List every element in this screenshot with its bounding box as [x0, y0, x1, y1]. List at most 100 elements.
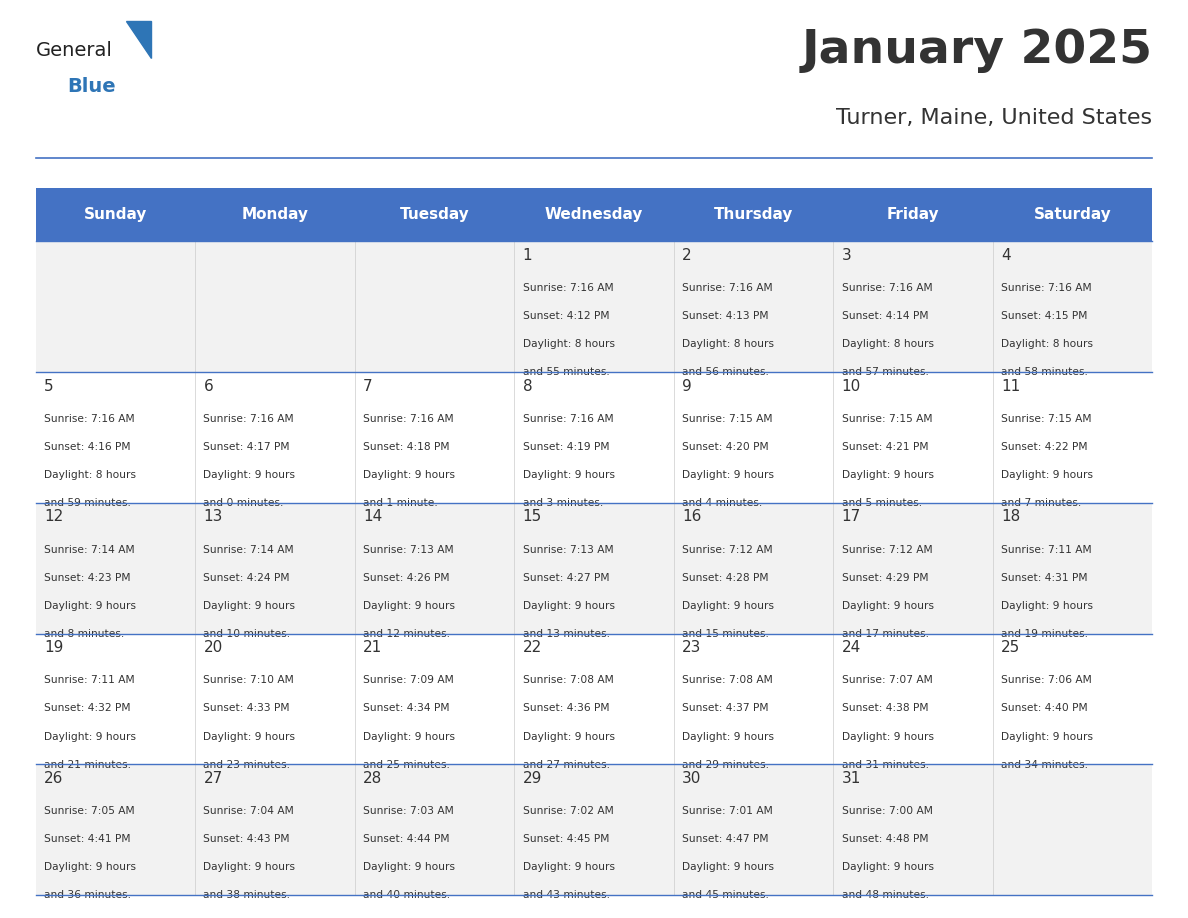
Text: January 2025: January 2025	[802, 28, 1152, 73]
Polygon shape	[126, 21, 151, 58]
Bar	[514, 188, 674, 241]
Text: 17: 17	[841, 509, 861, 524]
Text: and 3 minutes.: and 3 minutes.	[523, 498, 602, 509]
Text: 27: 27	[203, 771, 222, 786]
Text: Sunrise: 7:15 AM: Sunrise: 7:15 AM	[682, 414, 772, 424]
Text: Sunset: 4:18 PM: Sunset: 4:18 PM	[364, 442, 449, 452]
Text: and 10 minutes.: and 10 minutes.	[203, 629, 291, 639]
Text: and 58 minutes.: and 58 minutes.	[1001, 367, 1088, 377]
Text: Tuesday: Tuesday	[399, 207, 469, 222]
Text: Sunset: 4:28 PM: Sunset: 4:28 PM	[682, 573, 769, 583]
Text: 3: 3	[841, 248, 852, 263]
Bar	[36, 633, 1152, 765]
Text: Sunset: 4:47 PM: Sunset: 4:47 PM	[682, 834, 769, 845]
Text: and 31 minutes.: and 31 minutes.	[841, 759, 929, 769]
Text: and 38 minutes.: and 38 minutes.	[203, 890, 291, 901]
Text: Sunset: 4:32 PM: Sunset: 4:32 PM	[44, 703, 131, 713]
Text: 15: 15	[523, 509, 542, 524]
Text: Sunset: 4:38 PM: Sunset: 4:38 PM	[841, 703, 928, 713]
Text: Sunrise: 7:16 AM: Sunrise: 7:16 AM	[1001, 283, 1092, 293]
Text: 19: 19	[44, 640, 63, 655]
Bar	[355, 188, 514, 241]
Text: 26: 26	[44, 771, 63, 786]
Text: Daylight: 9 hours: Daylight: 9 hours	[682, 600, 775, 610]
Text: Daylight: 8 hours: Daylight: 8 hours	[682, 340, 775, 350]
Text: 14: 14	[364, 509, 383, 524]
Bar	[993, 188, 1152, 241]
Text: Sunset: 4:45 PM: Sunset: 4:45 PM	[523, 834, 609, 845]
Text: Sunrise: 7:09 AM: Sunrise: 7:09 AM	[364, 676, 454, 686]
Text: Sunrise: 7:16 AM: Sunrise: 7:16 AM	[682, 283, 772, 293]
Text: Sunset: 4:34 PM: Sunset: 4:34 PM	[364, 703, 449, 713]
Text: Daylight: 9 hours: Daylight: 9 hours	[682, 732, 775, 742]
Text: Sunrise: 7:07 AM: Sunrise: 7:07 AM	[841, 676, 933, 686]
Text: Daylight: 9 hours: Daylight: 9 hours	[44, 732, 135, 742]
Text: Sunset: 4:31 PM: Sunset: 4:31 PM	[1001, 573, 1088, 583]
Text: Blue: Blue	[68, 77, 116, 96]
Text: 6: 6	[203, 378, 213, 394]
Text: Sunset: 4:41 PM: Sunset: 4:41 PM	[44, 834, 131, 845]
Text: Daylight: 9 hours: Daylight: 9 hours	[203, 600, 296, 610]
Bar	[36, 765, 1152, 895]
Text: 1: 1	[523, 248, 532, 263]
Text: 28: 28	[364, 771, 383, 786]
Text: Sunset: 4:16 PM: Sunset: 4:16 PM	[44, 442, 131, 452]
Text: Daylight: 9 hours: Daylight: 9 hours	[523, 470, 614, 480]
Text: Sunset: 4:40 PM: Sunset: 4:40 PM	[1001, 703, 1088, 713]
Text: and 34 minutes.: and 34 minutes.	[1001, 759, 1088, 769]
Text: Sunset: 4:27 PM: Sunset: 4:27 PM	[523, 573, 609, 583]
Text: Daylight: 8 hours: Daylight: 8 hours	[841, 340, 934, 350]
Text: Sunset: 4:36 PM: Sunset: 4:36 PM	[523, 703, 609, 713]
Text: Sunrise: 7:14 AM: Sunrise: 7:14 AM	[44, 544, 134, 554]
Text: Sunrise: 7:02 AM: Sunrise: 7:02 AM	[523, 806, 613, 816]
Text: Sunset: 4:48 PM: Sunset: 4:48 PM	[841, 834, 928, 845]
Bar	[36, 503, 1152, 633]
Text: 20: 20	[203, 640, 222, 655]
Text: Daylight: 9 hours: Daylight: 9 hours	[364, 732, 455, 742]
Text: Daylight: 8 hours: Daylight: 8 hours	[523, 340, 614, 350]
Text: Daylight: 9 hours: Daylight: 9 hours	[364, 470, 455, 480]
Text: Sunrise: 7:08 AM: Sunrise: 7:08 AM	[682, 676, 773, 686]
Text: and 7 minutes.: and 7 minutes.	[1001, 498, 1081, 509]
Text: and 36 minutes.: and 36 minutes.	[44, 890, 131, 901]
Text: Sunset: 4:44 PM: Sunset: 4:44 PM	[364, 834, 449, 845]
Text: Daylight: 9 hours: Daylight: 9 hours	[1001, 470, 1093, 480]
Text: 16: 16	[682, 509, 701, 524]
Text: and 45 minutes.: and 45 minutes.	[682, 890, 769, 901]
Text: Sunrise: 7:16 AM: Sunrise: 7:16 AM	[44, 414, 134, 424]
Text: 24: 24	[841, 640, 861, 655]
Text: Sunrise: 7:16 AM: Sunrise: 7:16 AM	[523, 414, 613, 424]
Text: Daylight: 9 hours: Daylight: 9 hours	[841, 600, 934, 610]
Text: and 12 minutes.: and 12 minutes.	[364, 629, 450, 639]
Text: Sunrise: 7:16 AM: Sunrise: 7:16 AM	[841, 283, 933, 293]
Text: Sunset: 4:17 PM: Sunset: 4:17 PM	[203, 442, 290, 452]
Text: Daylight: 9 hours: Daylight: 9 hours	[523, 732, 614, 742]
Text: and 43 minutes.: and 43 minutes.	[523, 890, 609, 901]
Text: Sunset: 4:22 PM: Sunset: 4:22 PM	[1001, 442, 1088, 452]
Text: Sunrise: 7:12 AM: Sunrise: 7:12 AM	[841, 544, 933, 554]
Text: Sunset: 4:43 PM: Sunset: 4:43 PM	[203, 834, 290, 845]
Text: and 17 minutes.: and 17 minutes.	[841, 629, 929, 639]
Text: Daylight: 9 hours: Daylight: 9 hours	[682, 470, 775, 480]
Text: Saturday: Saturday	[1034, 207, 1112, 222]
Text: 25: 25	[1001, 640, 1020, 655]
Text: Sunset: 4:14 PM: Sunset: 4:14 PM	[841, 311, 928, 321]
Text: Daylight: 9 hours: Daylight: 9 hours	[1001, 600, 1093, 610]
Text: 10: 10	[841, 378, 861, 394]
Text: Wednesday: Wednesday	[545, 207, 643, 222]
Text: Sunrise: 7:15 AM: Sunrise: 7:15 AM	[1001, 414, 1092, 424]
Text: Sunset: 4:23 PM: Sunset: 4:23 PM	[44, 573, 131, 583]
Text: Sunrise: 7:12 AM: Sunrise: 7:12 AM	[682, 544, 772, 554]
Text: Sunset: 4:21 PM: Sunset: 4:21 PM	[841, 442, 928, 452]
Text: 5: 5	[44, 378, 53, 394]
Text: Daylight: 9 hours: Daylight: 9 hours	[523, 862, 614, 872]
Text: 9: 9	[682, 378, 691, 394]
Text: and 27 minutes.: and 27 minutes.	[523, 759, 609, 769]
Text: Sunday: Sunday	[83, 207, 147, 222]
Text: Daylight: 9 hours: Daylight: 9 hours	[203, 862, 296, 872]
Text: Sunset: 4:26 PM: Sunset: 4:26 PM	[364, 573, 449, 583]
Text: Daylight: 9 hours: Daylight: 9 hours	[364, 862, 455, 872]
Text: and 48 minutes.: and 48 minutes.	[841, 890, 929, 901]
Bar	[195, 188, 355, 241]
Text: Sunrise: 7:16 AM: Sunrise: 7:16 AM	[203, 414, 295, 424]
